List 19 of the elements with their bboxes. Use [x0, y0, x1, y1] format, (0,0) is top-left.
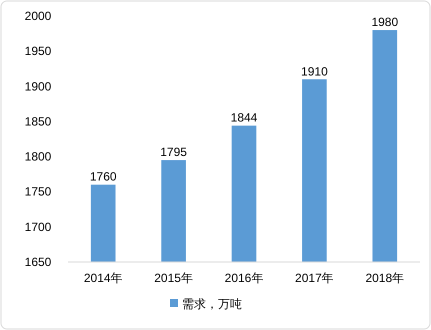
y-tick-label: 1750: [24, 184, 52, 199]
y-tick-label: 1650: [24, 255, 52, 269]
data-label: 1910: [301, 64, 328, 78]
data-label: 1760: [90, 170, 117, 184]
y-tick-label: 1800: [24, 150, 52, 164]
y-tick-label: 1700: [24, 220, 52, 234]
y-tick-label: 2000: [24, 9, 52, 23]
legend-label: 需求，万吨: [182, 297, 242, 311]
y-tick-label: 1850: [24, 114, 52, 128]
y-tick-label: 1950: [24, 44, 52, 58]
x-tick-label: 2015年: [154, 271, 193, 285]
x-tick-label: 2014年: [84, 271, 123, 285]
x-tick-label: 2016年: [224, 271, 264, 285]
y-tick-label: 1900: [24, 79, 52, 94]
x-tick-label: 2017年: [295, 271, 334, 285]
data-label: 1795: [160, 145, 188, 160]
data-label: 1844: [230, 110, 258, 125]
data-label: 1980: [371, 15, 398, 30]
x-tick-label: 2018年: [365, 271, 404, 285]
